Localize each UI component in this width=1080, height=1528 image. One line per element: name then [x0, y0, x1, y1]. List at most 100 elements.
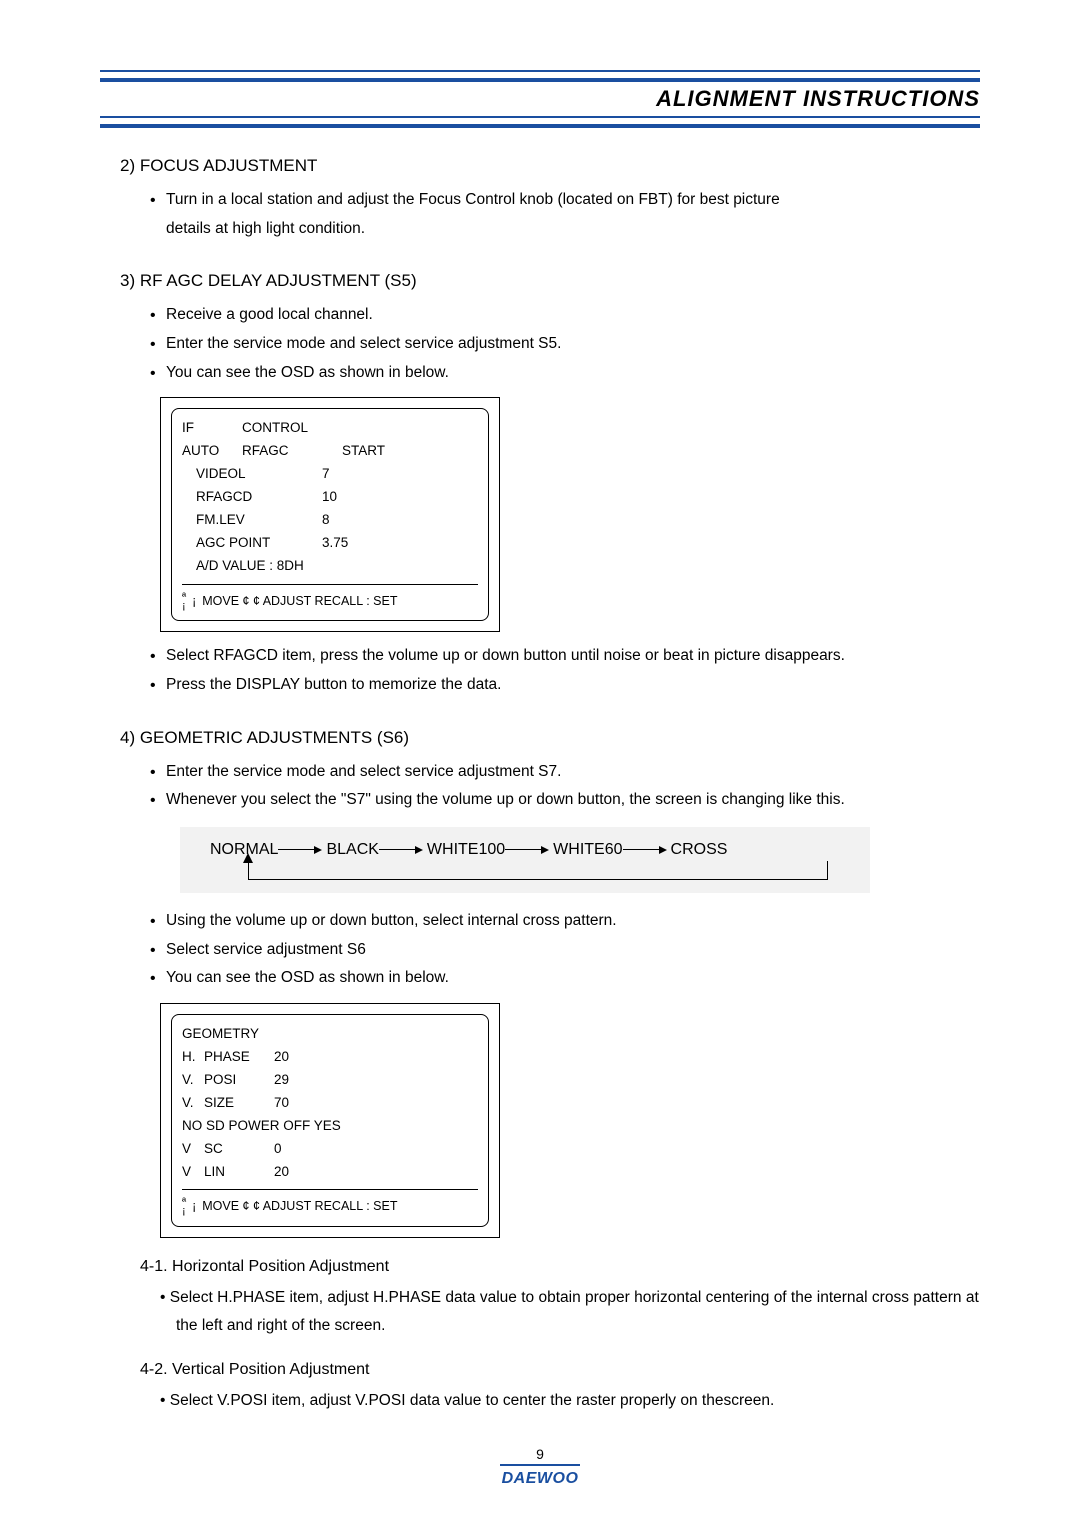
list-item: Select RFAGCD item, press the volume up … [150, 642, 980, 671]
osd-cell: POSI [204, 1069, 274, 1092]
list-item: You can see the OSD as shown in below. [150, 359, 980, 388]
osd-footer-text: MOVE ¢ ¢ ADJUST RECALL : SET [202, 591, 397, 612]
osd-row: VSC0 [182, 1138, 478, 1161]
osd-cell: SC [204, 1138, 274, 1161]
section2-heading: 2) FOCUS ADJUSTMENT [120, 156, 980, 176]
osd-cell: V. [182, 1092, 204, 1115]
osd-cell: V [182, 1161, 204, 1184]
osd-geometry: GEOMETRY H.PHASE20 V.POSI29 V.SIZE70 NO … [160, 1003, 500, 1238]
osd-cell: 10 [322, 486, 478, 509]
osd-title: GEOMETRY [182, 1023, 478, 1046]
bullet-text: Turn in a local station and adjust the F… [166, 191, 780, 208]
osd-row: VIDEOL7 [182, 463, 478, 486]
osd-cell: PHASE [204, 1046, 274, 1069]
flow-node: CROSS [671, 841, 728, 859]
osd-head: IF CONTROL [182, 417, 478, 440]
flow-node: WHITE100 [427, 841, 505, 859]
brand-logo: DAEWOO [100, 1470, 980, 1488]
osd-cell: 70 [274, 1092, 478, 1115]
osd-cell: AGC POINT [182, 532, 322, 555]
osd-footer-text: MOVE ¢ ¢ ADJUST RECALL : SET [202, 1196, 397, 1217]
sub41-text: Select H.PHASE item, adjust H.PHASE data… [140, 1284, 980, 1341]
sub42-heading: 4-2. Vertical Position Adjustment [140, 1361, 980, 1379]
osd-cell: RFAGC [242, 440, 342, 463]
osd-row: AUTO RFAGC START [182, 440, 478, 463]
sub42-text: Select V.POSI item, adjust V.POSI data v… [140, 1387, 980, 1416]
osd-row: VLIN20 [182, 1161, 478, 1184]
osd-cell: V [182, 1138, 204, 1161]
line [248, 863, 249, 879]
osd-row: FM.LEV8 [182, 509, 478, 532]
section3-heading: 3) RF AGC DELAY ADJUSTMENT (S5) [120, 271, 980, 291]
osd-if-control: IF CONTROL AUTO RFAGC START VIDEOL7 RFAG… [160, 397, 500, 632]
osd-footer: ª¡ ¡ MOVE ¢ ¢ ADJUST RECALL : SET [182, 584, 478, 612]
page-number: 9 [100, 1446, 980, 1462]
osd-cell: SIZE [204, 1092, 274, 1115]
osd-row: A/D VALUE : 8DH [182, 555, 478, 578]
arrow-icon [505, 846, 553, 854]
osd-row: V.SIZE70 [182, 1092, 478, 1115]
list-item: Turn in a local station and adjust the F… [150, 186, 980, 243]
footer-rule [500, 1464, 580, 1466]
osd-cell: V. [182, 1069, 204, 1092]
sub41-heading: 4-1. Horizontal Position Adjustment [140, 1258, 980, 1276]
list-item: Using the volume up or down button, sele… [150, 907, 980, 936]
page-footer: 9 DAEWOO [100, 1446, 980, 1488]
osd-cell: 8 [322, 509, 478, 532]
flow-node: BLACK [326, 841, 378, 859]
flow-node: WHITE60 [553, 841, 622, 859]
osd-cell: 3.75 [322, 532, 478, 555]
osd-inner: IF CONTROL AUTO RFAGC START VIDEOL7 RFAG… [171, 408, 489, 621]
list-item: Enter the service mode and select servic… [150, 330, 980, 359]
osd-cell: CONTROL [242, 417, 342, 440]
osd-cell: 29 [274, 1069, 478, 1092]
list-item: Receive a good local channel. [150, 301, 980, 330]
osd-line: NO SD POWER OFF YES [182, 1115, 478, 1138]
content: 2) FOCUS ADJUSTMENT Turn in a local stat… [100, 156, 980, 1416]
section3-list-top: Receive a good local channel. Enter the … [120, 301, 980, 387]
flow-line: NORMAL BLACK WHITE100 WHITE60 CROSS [210, 841, 860, 859]
osd-cell: 20 [274, 1161, 478, 1184]
section3-list-bottom: Select RFAGCD item, press the volume up … [120, 642, 980, 699]
rule-thick [100, 78, 980, 82]
line [827, 861, 828, 879]
page: ALIGNMENT INSTRUCTIONS 2) FOCUS ADJUSTME… [0, 0, 1080, 1518]
arrow-icon [278, 846, 326, 854]
osd-cell: LIN [204, 1161, 274, 1184]
section2-list: Turn in a local station and adjust the F… [120, 186, 980, 243]
osd-row: V.POSI29 [182, 1069, 478, 1092]
arrow-icon: ¡ [192, 591, 196, 612]
osd-inner: GEOMETRY H.PHASE20 V.POSI29 V.SIZE70 NO … [171, 1014, 489, 1227]
section4-heading: 4) GEOMETRIC ADJUSTMENTS (S6) [120, 728, 980, 748]
rule-thin-2 [100, 116, 980, 118]
osd-cell: A/D VALUE : 8DH [182, 555, 304, 578]
osd-row: RFAGCD10 [182, 486, 478, 509]
list-item: Press the DISPLAY button to memorize the… [150, 671, 980, 700]
list-item: Enter the service mode and select servic… [150, 758, 980, 787]
line [248, 879, 828, 880]
section4-list-top: Enter the service mode and select servic… [120, 758, 980, 815]
osd-footer: ª¡ ¡ MOVE ¢ ¢ ADJUST RECALL : SET [182, 1189, 478, 1217]
list-item: Whenever you select the "S7" using the v… [150, 786, 980, 815]
osd-cell: 20 [274, 1046, 478, 1069]
flow-diagram: NORMAL BLACK WHITE100 WHITE60 CROSS [180, 827, 870, 893]
osd-cell: H. [182, 1046, 204, 1069]
flow-return [248, 861, 828, 887]
osd-cell: 0 [274, 1138, 478, 1161]
arrow-icon [243, 853, 253, 863]
rule-thick-2 [100, 124, 980, 128]
rule-thin [100, 70, 980, 72]
page-title: ALIGNMENT INSTRUCTIONS [100, 86, 980, 112]
osd-row: H.PHASE20 [182, 1046, 478, 1069]
osd-cell: RFAGCD [182, 486, 322, 509]
osd-row: AGC POINT3.75 [182, 532, 478, 555]
osd-cell: AUTO [182, 440, 242, 463]
list-item: Select service adjustment S6 [150, 936, 980, 965]
arrow-icon [623, 846, 671, 854]
osd-cell: IF [182, 417, 242, 440]
osd-cell: 7 [322, 463, 478, 486]
osd-cell: FM.LEV [182, 509, 322, 532]
arrow-icon [379, 846, 427, 854]
arrow-icon: ª¡ [182, 593, 186, 611]
osd-cell [342, 417, 478, 440]
